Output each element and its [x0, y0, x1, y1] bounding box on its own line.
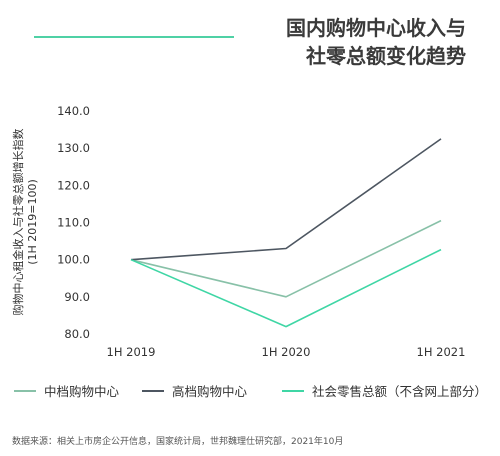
- legend-item: 高档购物中心: [142, 381, 247, 400]
- page-title: 国内购物中心收入与 社零总额变化趋势: [286, 14, 466, 70]
- y-tick-label: 90.0: [64, 290, 90, 304]
- series-line-3: [130, 248, 442, 328]
- y-tick-label: 140.0: [57, 104, 90, 118]
- y-tick-label: 100.0: [57, 253, 90, 267]
- y-axis-title: 购物中心租金收入与社零总额增长指数: [11, 129, 25, 316]
- title-line-2: 社零总额变化趋势: [306, 44, 466, 68]
- legend-label: 社会零售总额（不含网上部分）: [312, 384, 488, 399]
- legend-item: 中档购物中心: [14, 381, 119, 400]
- y-axis-subtitle: (1H 2019=100): [26, 179, 39, 265]
- x-tick-label: 1H 2021: [417, 345, 466, 359]
- x-tick-label: 1H 2020: [262, 345, 311, 359]
- title-line-1: 国内购物中心收入与: [286, 16, 466, 40]
- series-line-2: [130, 138, 442, 261]
- legend-label: 高档购物中心: [172, 384, 248, 399]
- legend: 中档购物中心 高档购物中心 社会零售总额（不含网上部分）: [14, 381, 494, 401]
- legend-label: 中档购物中心: [44, 384, 120, 399]
- header-accent-line: [34, 36, 234, 38]
- y-tick-label: 80.0: [64, 327, 90, 341]
- y-tick-label: 110.0: [57, 216, 90, 230]
- legend-swatch: [282, 389, 304, 392]
- y-tick-label: 130.0: [57, 141, 90, 155]
- x-tick-label: 1H 2019: [107, 345, 156, 359]
- line-chart: 140.0 130.0 120.0 110.0 100.0 90.0 80.0 1H 2019…: [11, 104, 466, 359]
- legend-swatch: [142, 389, 164, 392]
- series-line-1: [130, 219, 442, 298]
- y-tick-label: 120.0: [57, 178, 90, 192]
- legend-swatch: [14, 389, 36, 392]
- legend-item: 社会零售总额（不含网上部分）: [282, 381, 487, 400]
- source-note: 数据来源：相关上市房企公开信息，国家统计局，世邦魏理仕研究部，2021年10月: [12, 437, 344, 447]
